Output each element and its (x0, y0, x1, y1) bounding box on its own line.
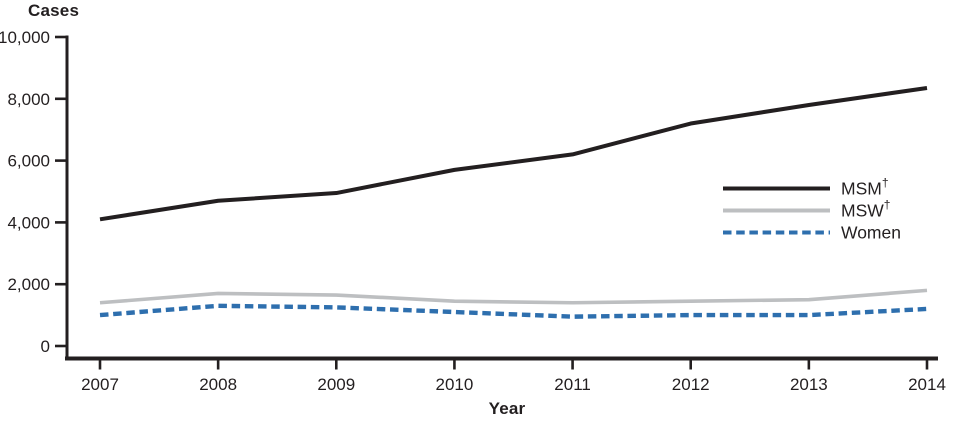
series-line-msm (99, 86, 928, 222)
y-tick-label: 2,000 (7, 275, 50, 294)
dagger-superscript: † (884, 198, 891, 212)
x-tick-label: 2013 (790, 375, 828, 394)
y-tick-label: 8,000 (7, 90, 50, 109)
series-line-msw (99, 288, 928, 305)
dagger-superscript: † (882, 176, 889, 190)
y-tick-label: 4,000 (7, 213, 50, 232)
x-tick-label: 2009 (317, 375, 355, 394)
x-tick-label: 2010 (436, 375, 474, 394)
x-axis-title: Year (488, 399, 526, 418)
legend-label-msw: MSW† (841, 198, 890, 221)
y-axis-title: Cases (28, 1, 80, 20)
x-tick-label: 2008 (199, 375, 237, 394)
x-tick-label: 2012 (672, 375, 710, 394)
series-line-women (99, 303, 928, 319)
legend-label-msm: MSM† (841, 176, 889, 199)
x-tick-label: 2007 (81, 375, 119, 394)
x-tick-label: 2011 (554, 375, 591, 394)
x-tick-label: 2014 (908, 375, 946, 394)
y-tick-label: 6,000 (7, 152, 50, 171)
legend-label-women: Women (841, 223, 901, 243)
y-tick-label: 0 (41, 337, 50, 356)
y-tick-label: 10,000 (0, 28, 50, 47)
